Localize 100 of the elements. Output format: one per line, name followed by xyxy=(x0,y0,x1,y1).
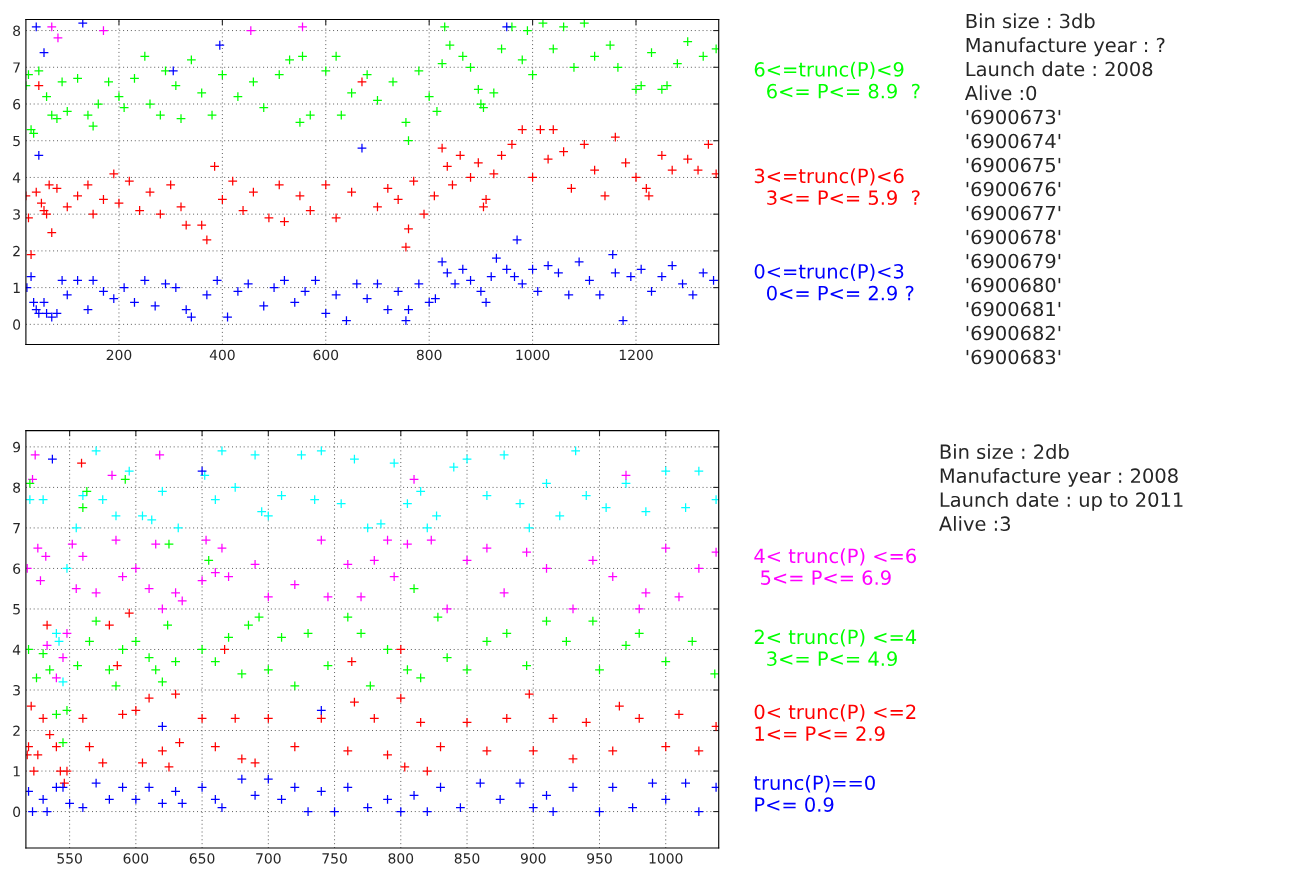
point xyxy=(38,648,49,659)
y-tick-label: 2 xyxy=(13,245,20,257)
y-tick-label: 1 xyxy=(13,766,20,777)
text: '6900682' xyxy=(966,325,1061,341)
point xyxy=(462,555,473,566)
text: Alive :0 xyxy=(964,85,1037,101)
point xyxy=(303,628,314,639)
point xyxy=(567,782,579,793)
y-tick-label: 0 xyxy=(13,319,21,330)
point xyxy=(322,591,333,602)
point xyxy=(91,587,102,598)
point xyxy=(601,502,612,513)
text: '6900679' xyxy=(966,253,1061,269)
y-tick-label: 7 xyxy=(13,62,20,73)
point xyxy=(57,652,69,663)
text: '6900675' xyxy=(966,157,1061,173)
text: Manufacture year : 2008 xyxy=(940,468,1178,487)
point xyxy=(144,782,155,793)
x-tick-label: 700 xyxy=(256,853,281,864)
point xyxy=(462,454,473,465)
x-tick-label: 800 xyxy=(388,853,414,864)
text: '6900674' xyxy=(966,133,1061,149)
point xyxy=(42,640,53,651)
point xyxy=(71,522,82,533)
x-tick-label: 600 xyxy=(313,349,339,361)
text: Launch date : 2008 xyxy=(966,61,1153,77)
x-tick-label: 900 xyxy=(520,853,546,864)
y-tick-label: 9 xyxy=(13,441,21,453)
x-tick-label: 400 xyxy=(209,349,235,361)
y-tick-label: 3 xyxy=(13,209,20,220)
x-tick-label: 200 xyxy=(106,349,132,361)
point xyxy=(52,32,63,43)
point xyxy=(106,470,118,481)
point xyxy=(57,782,69,793)
y-tick-label: 6 xyxy=(13,98,21,110)
y-tick-label: 8 xyxy=(13,25,21,37)
point xyxy=(296,449,307,461)
point xyxy=(587,616,598,627)
text: '6900676' xyxy=(966,181,1061,197)
point xyxy=(673,591,685,602)
point xyxy=(38,794,49,805)
point xyxy=(409,583,420,594)
point xyxy=(254,612,265,623)
point xyxy=(570,445,581,456)
point xyxy=(297,21,308,32)
point xyxy=(481,543,492,554)
x-tick-label: 1200 xyxy=(619,349,653,361)
point xyxy=(422,522,433,533)
text: Bin size : 2db xyxy=(940,444,1069,460)
point xyxy=(57,737,69,748)
x-tick-label: 1000 xyxy=(516,349,550,361)
point xyxy=(365,680,376,691)
point xyxy=(91,616,102,627)
point xyxy=(499,587,510,598)
point xyxy=(173,522,184,533)
point xyxy=(154,449,165,461)
series-label: 0< trunc(P) <=2 1<= P<= 2.9 xyxy=(754,704,916,741)
point xyxy=(322,660,333,671)
point xyxy=(587,555,598,566)
point xyxy=(620,470,632,481)
point xyxy=(110,535,121,546)
y-tick-label: 2 xyxy=(13,725,20,736)
point xyxy=(515,498,526,509)
point xyxy=(216,445,227,456)
point xyxy=(197,575,208,586)
y-tick-label: 0 xyxy=(13,806,21,818)
point xyxy=(201,535,212,546)
text: '6900678' xyxy=(966,229,1061,245)
point xyxy=(382,535,393,546)
point xyxy=(38,494,49,505)
text: '6900673' xyxy=(966,109,1061,125)
text: Manufacture year : ? xyxy=(966,37,1165,57)
x-tick-label: 750 xyxy=(322,853,347,864)
series-label: 6<=trunc(P)<9 6<= P<= 8.9 ? xyxy=(754,61,920,99)
x-tick-label: 850 xyxy=(454,853,480,864)
point xyxy=(144,652,155,663)
point xyxy=(442,603,453,614)
point xyxy=(61,628,72,639)
series-label: 2< trunc(P) <=4 3<= P<= 4.9 xyxy=(754,629,917,667)
point xyxy=(157,603,168,614)
point xyxy=(481,490,492,501)
point xyxy=(144,583,155,594)
y-tick-label: 3 xyxy=(13,684,20,696)
point xyxy=(481,636,492,647)
point xyxy=(620,640,632,651)
point xyxy=(91,445,102,456)
point xyxy=(197,644,208,655)
point xyxy=(163,539,174,550)
point xyxy=(250,559,261,570)
point xyxy=(409,474,420,485)
x-tick-label: 800 xyxy=(416,349,442,361)
point xyxy=(57,676,69,687)
y-tick-label: 6 xyxy=(13,563,21,574)
y-tick-label: 8 xyxy=(13,482,21,493)
point xyxy=(110,680,121,691)
x-tick-label: 1000 xyxy=(649,853,683,864)
x-tick-label: 550 xyxy=(57,853,82,864)
point xyxy=(46,21,57,32)
y-tick-label: 1 xyxy=(13,282,20,293)
text: Bin size : 3db xyxy=(966,13,1095,29)
